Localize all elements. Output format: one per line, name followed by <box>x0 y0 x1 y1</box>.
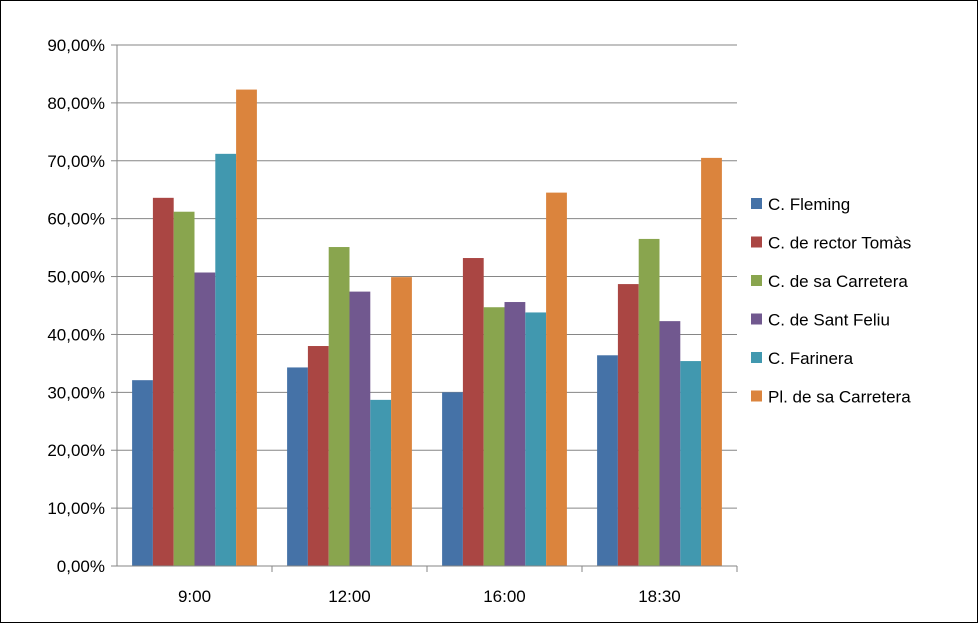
x-tick-label: 12:00 <box>328 587 371 606</box>
y-tick-label: 20,00% <box>47 441 105 460</box>
bar <box>132 380 153 566</box>
bar <box>638 238 660 566</box>
y-tick-label: 50,00% <box>47 268 105 287</box>
legend-swatch <box>751 275 762 286</box>
bar <box>152 197 174 566</box>
legend-label: C. Fleming <box>768 195 850 214</box>
bar <box>597 355 618 566</box>
bar <box>370 399 392 566</box>
bar <box>617 284 639 566</box>
legend-label: C. de rector Tomàs <box>768 234 911 253</box>
y-tick-label: 0,00% <box>57 557 105 576</box>
bar <box>236 89 257 566</box>
bar <box>680 361 702 566</box>
x-tick-label: 18:30 <box>638 587 681 606</box>
legend-swatch <box>751 390 762 402</box>
x-tick-label: 9:00 <box>178 587 211 606</box>
y-axis-tick-labels: 0,00% 10,00% 20,00% 30,00% 40,00% 50,00% 60,00… <box>47 36 105 576</box>
legend-swatch <box>751 236 762 248</box>
y-tick-label: 80,00% <box>47 94 105 113</box>
x-tick-label: 16:00 <box>483 587 526 606</box>
bar <box>504 302 526 566</box>
legend-label: C. de sa Carretera <box>768 272 908 291</box>
bar <box>287 367 308 566</box>
bar <box>307 346 329 566</box>
x-axis-tick-labels: 9:00 12:00 16:00 18:30 <box>178 587 681 606</box>
y-tick-label: 60,00% <box>47 210 105 229</box>
bar <box>328 247 350 566</box>
y-tick-label: 30,00% <box>47 383 105 402</box>
y-tick-label: 90,00% <box>47 36 105 55</box>
legend-label: Pl. de sa Carretera <box>768 388 911 407</box>
axes <box>111 44 738 572</box>
bar <box>525 312 547 566</box>
legend-label: C. de Sant Feliu <box>768 311 890 330</box>
bar <box>391 277 412 566</box>
legend: C. Fleming C. de rector Tomàs C. de sa Car… <box>751 195 911 407</box>
y-tick-label: 40,00% <box>47 325 105 344</box>
legend-swatch <box>751 313 762 325</box>
bar <box>462 258 484 566</box>
bar <box>442 392 463 566</box>
bar <box>349 291 371 566</box>
bars <box>132 89 722 566</box>
y-tick-label: 70,00% <box>47 152 105 171</box>
bar <box>701 157 722 566</box>
bar <box>215 153 237 566</box>
legend-swatch <box>751 198 762 209</box>
bar <box>483 307 505 566</box>
bar <box>194 272 216 566</box>
legend-label: C. Farinera <box>768 349 854 368</box>
bar <box>173 211 195 566</box>
bar <box>546 192 567 566</box>
bar <box>659 321 681 566</box>
legend-swatch <box>751 352 762 363</box>
y-tick-label: 10,00% <box>47 499 105 518</box>
